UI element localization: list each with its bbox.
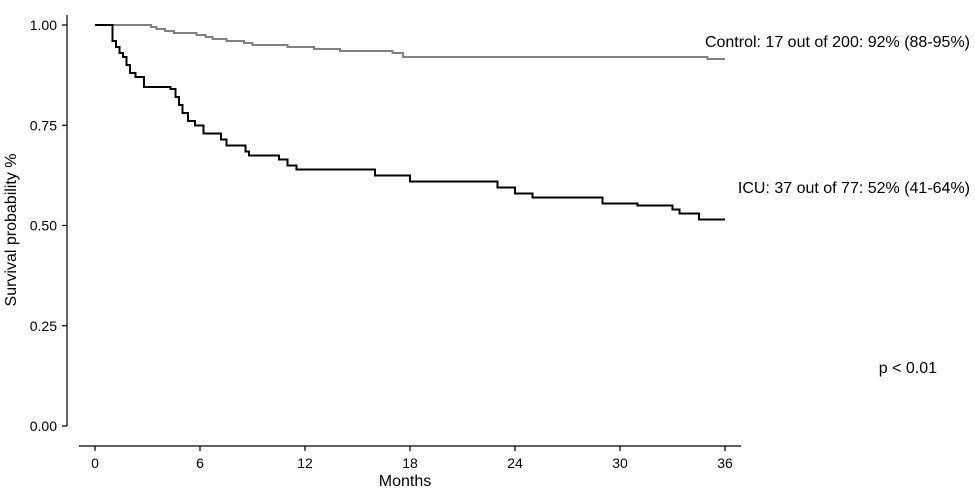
series-layer xyxy=(95,24,725,221)
x-tick-label: 0 xyxy=(91,455,99,471)
p-value-label: p < 0.01 xyxy=(879,360,937,377)
icu-annotation: ICU: 37 out of 77: 52% (41-64%) xyxy=(738,180,970,197)
x-tick-label: 30 xyxy=(612,455,628,471)
control-survival-curve xyxy=(95,24,725,61)
x-tick-label: 24 xyxy=(507,455,523,471)
x-tick-label: 36 xyxy=(717,455,733,471)
y-tick-label: 1.00 xyxy=(30,17,57,33)
y-axis: 0.00 0.25 0.50 0.75 1.00 xyxy=(30,15,68,434)
y-tick-label: 0.75 xyxy=(30,117,57,133)
y-tick-label: 0.50 xyxy=(30,218,57,234)
x-tick-label: 6 xyxy=(196,455,204,471)
control-annotation: Control: 17 out of 200: 92% (88-95%) xyxy=(705,34,970,51)
y-tick-label: 0.00 xyxy=(30,418,57,434)
y-tick-label: 0.25 xyxy=(30,318,57,334)
x-axis-title: Months xyxy=(379,473,431,489)
x-axis: 0 6 12 18 24 30 36 xyxy=(79,445,741,471)
y-axis-title: Survival probability % xyxy=(3,154,20,307)
x-tick-label: 12 xyxy=(297,455,313,471)
icu-survival-curve xyxy=(95,24,725,221)
x-tick-label: 18 xyxy=(402,455,418,471)
